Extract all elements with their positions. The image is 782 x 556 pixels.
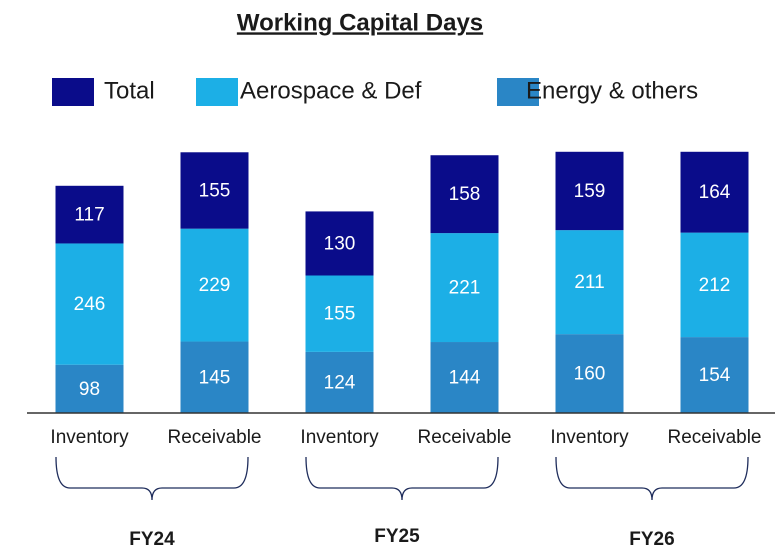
bar-segment: [55, 364, 124, 413]
bar-segment: [680, 232, 749, 338]
group-label: FY24: [129, 529, 175, 550]
bar-segment: [180, 341, 249, 413]
bar-segment: [430, 155, 499, 234]
bar-segment: [680, 151, 749, 233]
legend-swatch: [52, 78, 94, 106]
data-label: 246: [74, 294, 106, 315]
data-label: 159: [574, 181, 606, 202]
legend-swatch: [196, 78, 238, 106]
group-label: FY25: [374, 526, 420, 547]
data-label: 145: [199, 367, 231, 388]
data-label: 155: [199, 180, 231, 201]
data-label: 144: [449, 368, 481, 389]
data-label: 211: [574, 272, 604, 293]
bar-segment: [555, 334, 624, 413]
data-label: 98: [79, 379, 100, 400]
legend-swatch: [497, 78, 539, 106]
bar-segment: [305, 275, 374, 352]
bar-segment: [55, 243, 124, 365]
legend-label: Energy & others: [526, 77, 698, 104]
bar-segment: [180, 152, 249, 229]
data-label: 158: [449, 184, 481, 205]
bar-segment: [305, 351, 374, 413]
x-tick-label: Inventory: [300, 427, 379, 448]
data-label: 229: [199, 275, 231, 296]
x-tick-label: Receivable: [168, 427, 262, 448]
x-tick-label: Inventory: [50, 427, 129, 448]
data-label: 154: [699, 365, 731, 386]
bar-segment: [305, 211, 374, 276]
group-brace: [305, 456, 499, 501]
legend-label: Total: [104, 77, 155, 104]
data-label: 164: [699, 182, 731, 203]
data-label: 117: [74, 205, 104, 226]
data-label: 212: [699, 275, 731, 296]
data-label: 130: [324, 233, 356, 254]
chart-title: Working Capital Days: [237, 9, 483, 36]
data-label: 160: [574, 364, 606, 385]
data-label: 155: [324, 304, 356, 325]
x-tick-label: Receivable: [668, 427, 762, 448]
bar-segment: [555, 151, 624, 231]
group-brace: [55, 456, 249, 501]
bar-segment: [430, 233, 499, 343]
bar-segment: [555, 230, 624, 335]
x-tick-label: Receivable: [418, 427, 512, 448]
data-label: 124: [324, 372, 356, 393]
x-tick-label: Inventory: [550, 427, 629, 448]
legend-label: Aerospace & Def: [240, 77, 422, 104]
bar-segment: [55, 185, 124, 244]
group-label: FY26: [629, 529, 674, 550]
data-label: 221: [449, 278, 481, 299]
bar-segment: [430, 342, 499, 413]
group-brace: [555, 456, 749, 501]
bar-segment: [680, 337, 749, 413]
bar-segment: [180, 228, 249, 342]
